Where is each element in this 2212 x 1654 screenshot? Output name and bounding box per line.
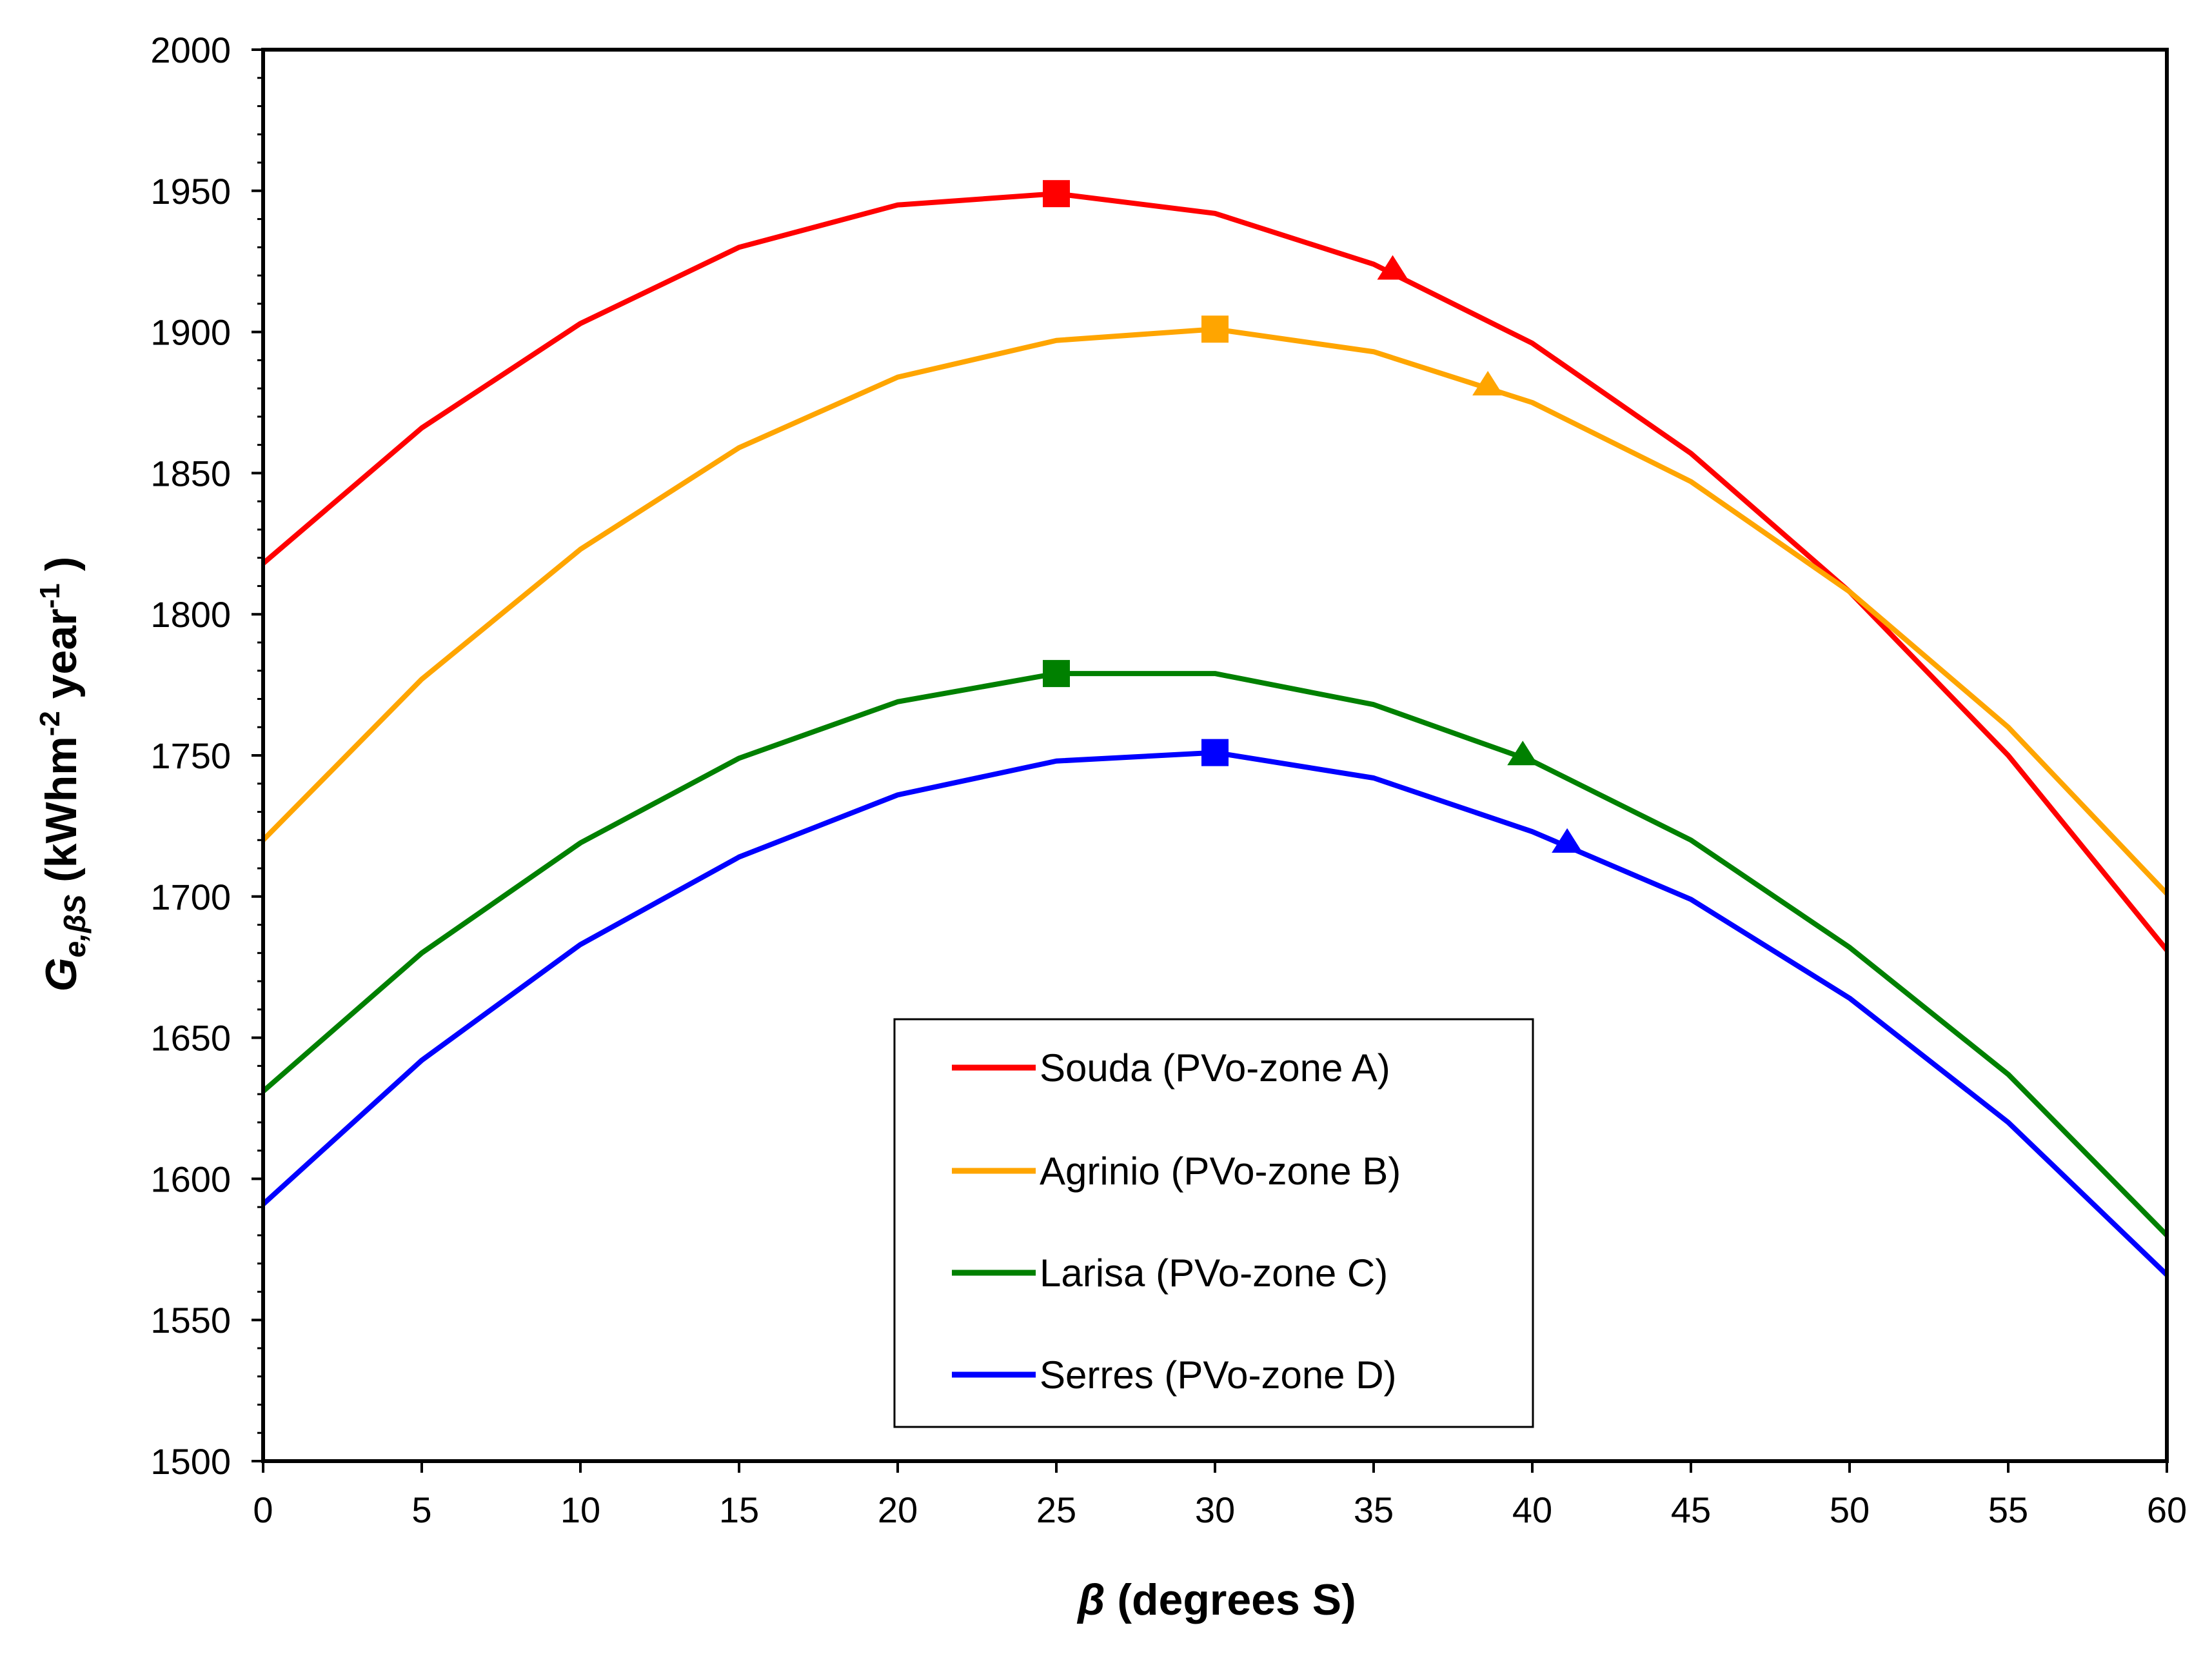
y-tick-label: 1650	[150, 1018, 231, 1059]
series-line-agrinio	[261, 326, 2169, 896]
y-tick-label: 1600	[150, 1159, 231, 1199]
max-marker-larisa	[1043, 660, 1070, 688]
x-tick-label: 55	[1988, 1490, 2028, 1530]
triangle-marker-larisa	[1507, 741, 1539, 766]
y-tick-label: 1950	[150, 171, 231, 212]
x-tick-label: 45	[1671, 1490, 1711, 1530]
legend-label-agrinio: Agrinio (PVo-zone B)	[1040, 1150, 1401, 1193]
series-line-larisa	[261, 671, 2169, 1237]
legend-item-serres: Serres (PVo-zone D)	[952, 1353, 1397, 1397]
x-tick-label: 10	[560, 1490, 600, 1530]
y-tick-label: 2000	[150, 30, 231, 70]
series-markers	[1043, 180, 1583, 853]
y-tick-labels: 1500 1550 1600 1650 1700 1750 1800 1850 1900 1950…	[150, 30, 231, 1482]
y-tick-label: 1900	[150, 312, 231, 353]
plot-area-frame	[261, 48, 2169, 1463]
x-tick-label: 30	[1195, 1490, 1235, 1530]
legend-item-agrinio: Agrinio (PVo-zone B)	[952, 1150, 1401, 1193]
x-tick-labels: 0 5 10 15 20 25 30 35 40 45 50 55 60	[253, 1490, 2187, 1530]
series-line-souda	[261, 191, 2169, 952]
max-marker-agrinio	[1201, 315, 1229, 343]
y-tick-label: 1550	[150, 1300, 231, 1340]
legend-label-larisa: Larisa (PVo-zone C)	[1040, 1251, 1388, 1295]
triangle-marker-agrinio	[1472, 370, 1504, 395]
max-marker-souda	[1043, 180, 1070, 208]
triangle-marker-souda	[1377, 255, 1408, 280]
y-tick-label: 1850	[150, 453, 231, 493]
x-tick-label: 0	[253, 1490, 273, 1530]
y-tick-label: 1750	[150, 735, 231, 776]
legend-box	[893, 1018, 1534, 1428]
y-axis-title: Ge,βS (kWhm-2 year-1 )	[34, 557, 92, 992]
x-tick-label: 5	[411, 1490, 431, 1530]
x-tick-label: 25	[1036, 1490, 1076, 1530]
x-tick-label: 20	[878, 1490, 918, 1530]
x-tick-label: 60	[2147, 1490, 2187, 1530]
triangle-marker-serres	[1552, 828, 1583, 853]
legend-label-serres: Serres (PVo-zone D)	[1040, 1353, 1397, 1397]
legend-item-larisa: Larisa (PVo-zone C)	[952, 1251, 1388, 1295]
legend-item-souda: Souda (PVo-zone A)	[952, 1046, 1390, 1090]
legend-label-souda: Souda (PVo-zone A)	[1040, 1046, 1390, 1090]
x-tick-label: 50	[1830, 1490, 1870, 1530]
y-tick-label: 1700	[150, 877, 231, 917]
x-tick-label: 15	[719, 1490, 759, 1530]
max-marker-serres	[1201, 739, 1229, 766]
x-axis-title: β (degrees S)	[1076, 1575, 1356, 1624]
x-tick-label: 35	[1354, 1490, 1394, 1530]
legend: Souda (PVo-zone A) Agrinio (PVo-zone B) …	[893, 1018, 1534, 1428]
y-tick-label: 1500	[150, 1441, 231, 1482]
x-tick-label: 40	[1512, 1490, 1552, 1530]
y-tick-label: 1800	[150, 594, 231, 635]
